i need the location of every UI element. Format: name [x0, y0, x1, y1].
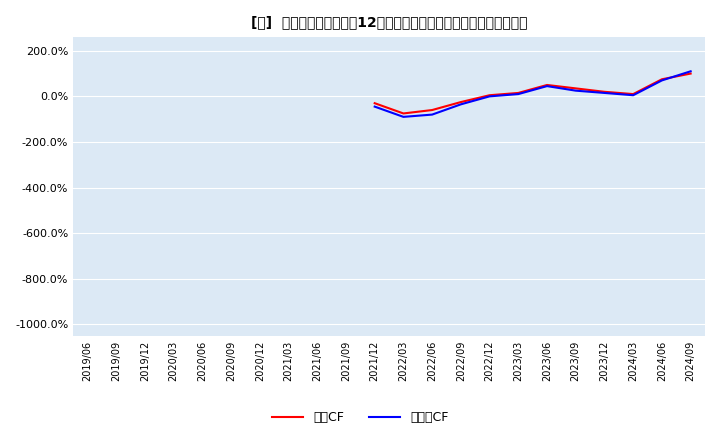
Legend: 営業CF, フリーCF: 営業CF, フリーCF [266, 407, 454, 429]
Title: [瀷]  キャッシュフローの12か月移動合計の対前年同期増減率の推移: [瀷] キャッシュフローの12か月移動合計の対前年同期増減率の推移 [251, 15, 527, 29]
